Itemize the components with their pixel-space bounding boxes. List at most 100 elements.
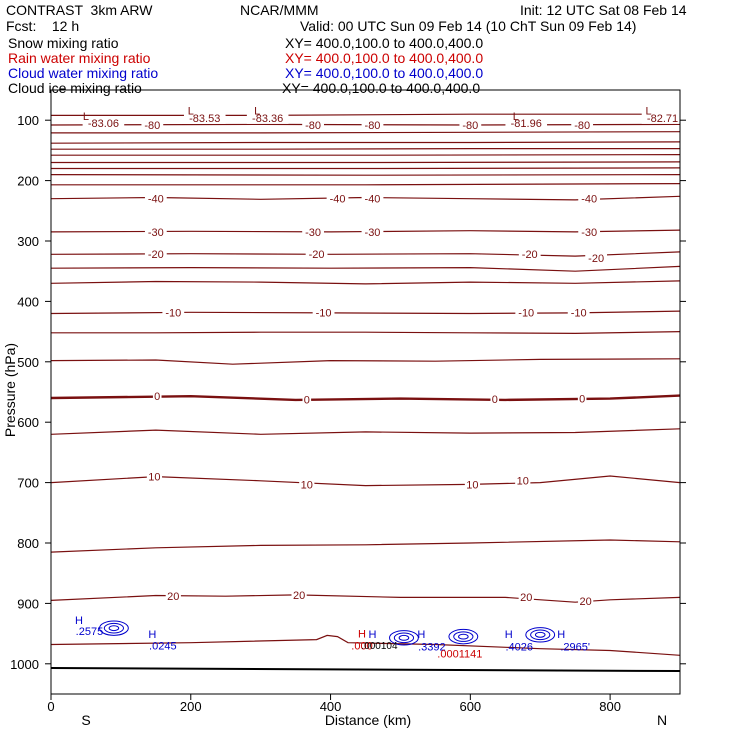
contour-label: -80 [462, 120, 478, 132]
contour-label: 10 [517, 476, 529, 488]
isotherm-line [50, 358, 681, 365]
cloud-water-label: .2575 [76, 626, 104, 638]
y-tick-label: 900 [17, 596, 39, 611]
contour-label: -40 [330, 194, 346, 206]
legend-snow-xy: XY= 400.0,100.0 to 400.0,400.0 [285, 35, 484, 51]
cloud-water-label: H [148, 629, 156, 641]
cloud-water-label: H [369, 629, 377, 641]
isotherm-line [50, 634, 681, 656]
low-marker: L [254, 105, 260, 117]
isotherm-line [50, 280, 681, 285]
legend-cloudwater-name: Cloud water mixing ratio [8, 65, 159, 81]
label-bg [578, 192, 601, 205]
label-bg [246, 112, 289, 124]
contour-label: -20 [148, 249, 164, 261]
contour-label: -10 [316, 308, 332, 320]
y-tick-label: 800 [17, 536, 39, 551]
rain-water-label: .000 [351, 641, 372, 653]
contour-label: -10 [165, 308, 181, 320]
legend-cloudwater-xy: XY= 400.0,100.0 to 400.0,400.0 [285, 65, 484, 81]
contour-label: -80 [574, 120, 590, 132]
cloud-water-label: H [417, 629, 425, 641]
model-title: CONTRAST 3km ARW [6, 2, 153, 18]
label-bg [464, 478, 481, 490]
y-tick-label: 600 [17, 415, 39, 430]
cloud-water-contour [398, 634, 410, 641]
label-bg [312, 306, 335, 319]
label-bg [361, 192, 384, 205]
label-bg [302, 225, 324, 238]
x-tick-label: 400 [320, 699, 342, 714]
contour-label: 20 [293, 590, 305, 602]
contour-label: -81.96 [511, 118, 542, 130]
label-bg [571, 118, 594, 131]
cloud-water-label: .2965' [560, 642, 590, 654]
legend-cloudice-name: Cloud ice mixing ratio [8, 80, 142, 96]
y-tick-label: 300 [17, 234, 39, 249]
isotherm-line [51, 148, 680, 150]
plot-frame [50, 89, 681, 695]
contour-label: 10 [301, 479, 313, 491]
y-axis-label: Pressure (hPa) [2, 343, 18, 437]
contour-label: -80 [365, 120, 381, 132]
hydrometeor-contours [99, 620, 556, 646]
contour-label: 10 [466, 479, 478, 491]
label-bg [518, 248, 541, 260]
contour-label: -82.71 [647, 113, 678, 125]
contour-label: 20 [167, 591, 179, 603]
rain-water-label: H [358, 628, 366, 640]
y-tick-label: 100 [17, 113, 39, 128]
contour-labels: -83.06 -80 -83.53 -83.36 -80 -80 -81.96 -80 -82.… [75, 105, 684, 660]
y-tick-label: 700 [17, 476, 39, 491]
cloud-water-contour [389, 630, 419, 646]
contour-label: 10 [148, 471, 160, 483]
rain-water-label: .0001141 [437, 648, 482, 660]
contour-label: 0 [492, 394, 498, 406]
isotherm-line [50, 394, 681, 402]
snow-label: .000104 [361, 641, 398, 652]
x-tick-label: 0 [47, 699, 54, 714]
label-bg [291, 588, 307, 601]
label-bg [144, 192, 167, 205]
cloud-water-contour [108, 625, 120, 632]
low-marker: L [513, 111, 519, 123]
contour-label: 0 [154, 391, 160, 403]
isotherm-line [50, 428, 681, 435]
cloud-water-label: .4026 [505, 642, 533, 654]
low-marker: L [188, 105, 194, 117]
contour-label: -80 [144, 120, 160, 132]
isotherm-line [50, 174, 681, 176]
contour-label: -83.53 [189, 113, 220, 125]
label-bg [162, 306, 185, 319]
label-bg [361, 225, 384, 238]
label-bg [302, 118, 324, 131]
x-right-end-label: N [657, 712, 667, 728]
x-axis-label: Distance (km) [325, 712, 411, 728]
isotherm-line [51, 113, 680, 117]
label-bg [152, 390, 162, 402]
label-bg [165, 590, 181, 602]
label-bg [577, 392, 587, 405]
label-bg [146, 470, 163, 483]
contour-label: -20 [588, 253, 604, 265]
label-bg [567, 306, 590, 319]
contour-label: -40 [365, 194, 381, 206]
isotherm-line [50, 475, 681, 487]
contour-label: -10 [518, 308, 534, 320]
contour-label: -30 [148, 227, 164, 239]
isotherm-line [51, 131, 681, 134]
isotherm-line [50, 265, 681, 272]
legend-rain-xy: XY= 400.0,100.0 to 400.0,400.0 [285, 50, 484, 66]
label-bg [326, 192, 349, 205]
label-bg [578, 225, 601, 238]
contour-label: -20 [522, 249, 538, 261]
label-bg [299, 478, 315, 490]
contour-label: -83.06 [88, 118, 119, 130]
forecast-hour: Fcst: 12 h [6, 18, 80, 34]
contour-label: 20 [580, 596, 592, 608]
x-tick-label: 200 [180, 699, 202, 714]
label-bg [302, 393, 312, 406]
cloud-water-label: H [75, 615, 83, 627]
label-bg [641, 112, 684, 124]
legend-snow-name: Snow mixing ratio [8, 35, 119, 51]
